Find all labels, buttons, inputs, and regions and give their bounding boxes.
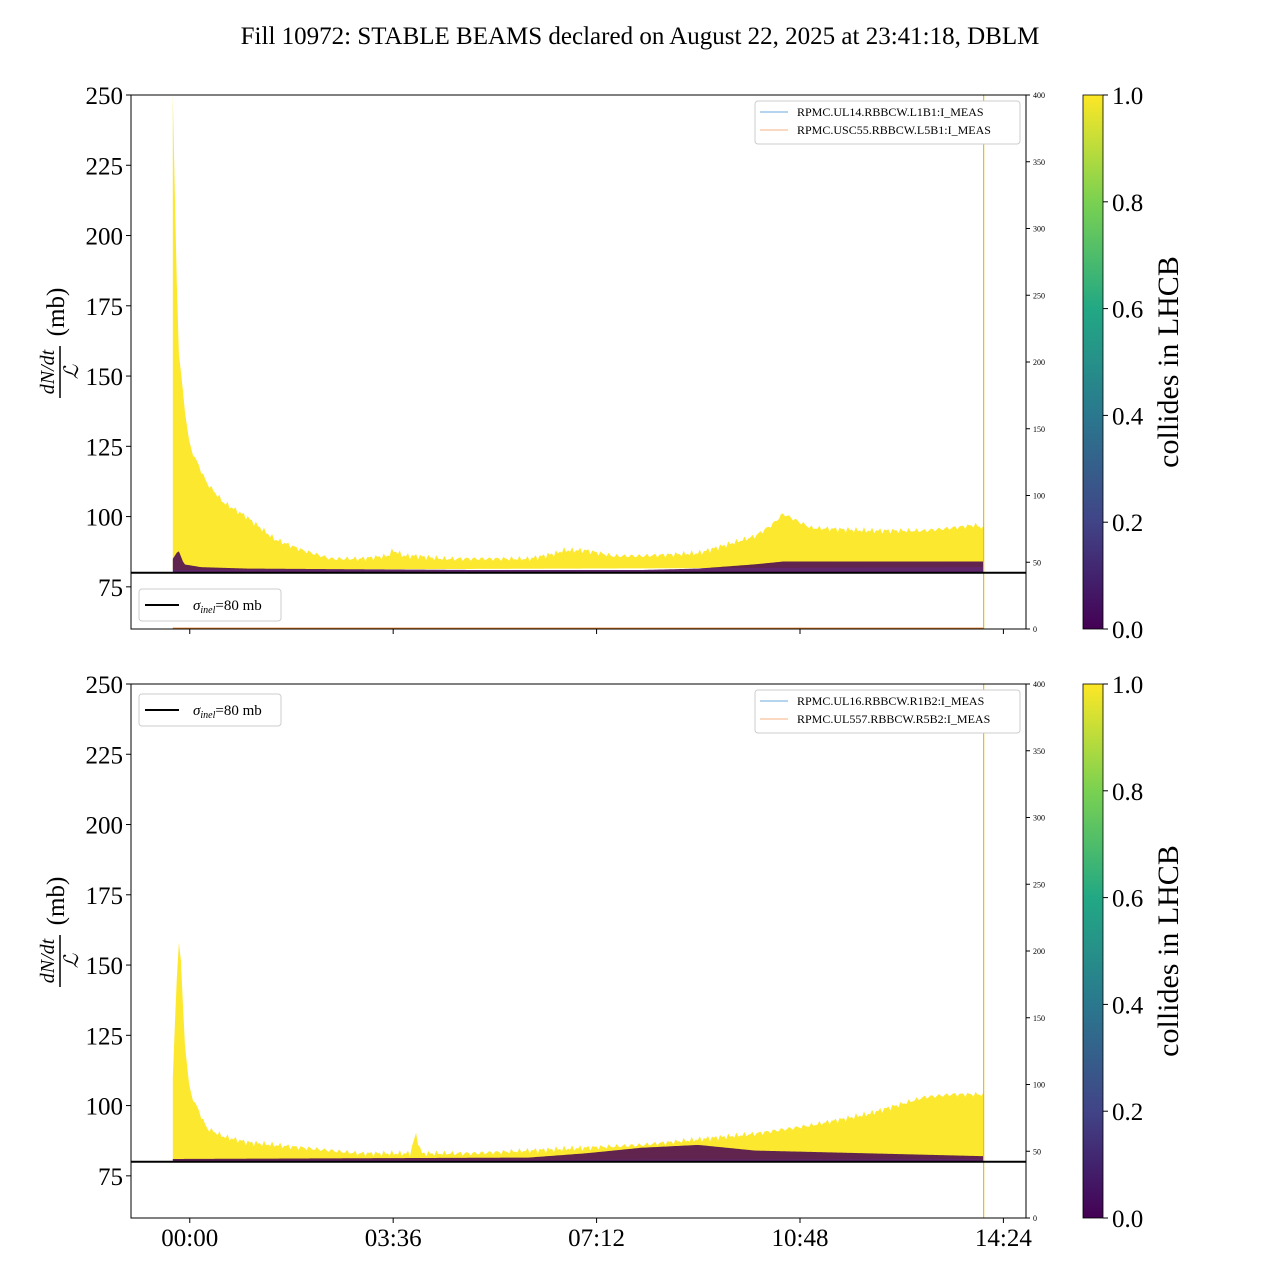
y-tick-label: 250 [86,83,124,110]
purple-envelope [172,1144,984,1162]
colorbar-tick-label: 0.2 [1112,510,1143,537]
x-tick-label: 14:24 [975,1225,1032,1252]
colorbar-tick-label: 0.0 [1112,1206,1143,1233]
colorbar-tick-label: 0.6 [1112,886,1143,913]
yellow-envelope [172,942,984,1161]
x-tick-label: 07:12 [568,1225,625,1252]
y2-tick-label: 200 [1033,947,1045,956]
reference-legend-label: σinel=80 mb [193,703,262,721]
y2-tick-label: 150 [1033,1014,1045,1023]
legend-label: RPMC.UL557.RBBCW.R5B2:I_MEAS [797,712,990,726]
y-tick-label: 125 [86,434,124,461]
colorbar-tick-label: 0.8 [1112,190,1143,217]
purple-envelope [172,551,984,573]
y2-tick-label: 300 [1033,814,1045,823]
y-tick-label: 125 [86,1023,124,1050]
top-panel: 75 100 125 150 175 200 225 250 0 50 100 150 200 250 30… [37,83,1185,644]
y-label-unit: (mb) [43,288,70,337]
y2-tick-label: 150 [1033,425,1045,434]
y-label-numerator: dN/dt [37,349,59,394]
reference-legend [138,693,282,727]
reference-legend [138,588,282,622]
colorbar-label: collides in LHCB [1152,256,1185,468]
colorbar-tick-label: 0.4 [1112,403,1144,430]
y-label-denominator: ℒ [61,364,83,379]
colorbar [1082,683,1104,1219]
reference-legend-label: σinel=80 mb [193,598,262,616]
y2-tick-label: 50 [1033,1147,1041,1156]
y-label-numerator: dN/dt [37,938,59,983]
y2-tick-label: 100 [1033,1081,1045,1090]
y-axis-label: dN/dt ℒ (mb) [37,877,83,987]
y2-tick-label: 0 [1033,625,1037,634]
y2-tick-label: 400 [1033,680,1045,689]
y2-tick-label: 250 [1033,291,1045,300]
legend-label: RPMC.UL14.RBBCW.L1B1:I_MEAS [797,105,984,119]
y-tick-label: 175 [86,294,124,321]
y-tick-label: 225 [86,742,124,769]
colorbar-tick-label: 1.0 [1112,83,1143,110]
colorbar [1082,94,1104,630]
y2-tick-label: 0 [1033,1214,1037,1223]
colorbar-label: collides in LHCB [1152,845,1185,1057]
y-tick-label: 225 [86,153,124,180]
bottom-panel: 75 100 125 150 175 200 225 250 0 50 100 150 200 250 30… [37,672,1185,1252]
y2-tick-label: 350 [1033,747,1045,756]
x-tick-label: 00:00 [161,1225,218,1252]
series-legend [754,689,1021,734]
y-tick-label: 100 [86,505,124,532]
y-tick-label: 175 [86,883,124,910]
y-tick-label: 75 [98,575,123,602]
legend-label: RPMC.USC55.RBBCW.L5B1:I_MEAS [797,123,991,137]
colorbar-tick-label: 0.4 [1112,992,1144,1019]
legend-label: RPMC.UL16.RBBCW.R1B2:I_MEAS [797,694,984,708]
y-tick-label: 150 [86,364,124,391]
y2-tick-label: 400 [1033,91,1045,100]
y-tick-label: 200 [86,813,124,840]
y2-tick-label: 200 [1033,358,1045,367]
plot-area [131,684,1026,1218]
colorbar-tick-label: 0.8 [1112,779,1143,806]
y2-tick-label: 50 [1033,558,1041,567]
y-tick-label: 100 [86,1094,124,1121]
y-tick-label: 200 [86,224,124,251]
colorbar-tick-label: 1.0 [1112,672,1143,699]
y-axis-label: dN/dt ℒ (mb) [37,288,83,398]
y-label-unit: (mb) [43,877,70,926]
chart-title: Fill 10972: STABLE BEAMS declared on Aug… [241,23,1040,50]
yellow-envelope [172,95,984,570]
y-label-denominator: ℒ [61,953,83,968]
colorbar-tick-label: 0.6 [1112,297,1143,324]
plot-area [131,95,1026,629]
y2-tick-label: 100 [1033,492,1045,501]
colorbar-tick-label: 0.2 [1112,1099,1143,1126]
y-tick-label: 250 [86,672,124,699]
y2-tick-label: 300 [1033,225,1045,234]
colorbar-tick-label: 0.0 [1112,617,1143,644]
x-tick-label: 03:36 [365,1225,422,1252]
y2-tick-label: 250 [1033,880,1045,889]
y2-tick-label: 350 [1033,158,1045,167]
y-tick-label: 150 [86,953,124,980]
series-legend [754,100,1021,145]
y-tick-label: 75 [98,1164,123,1191]
x-tick-label: 10:48 [772,1225,829,1252]
